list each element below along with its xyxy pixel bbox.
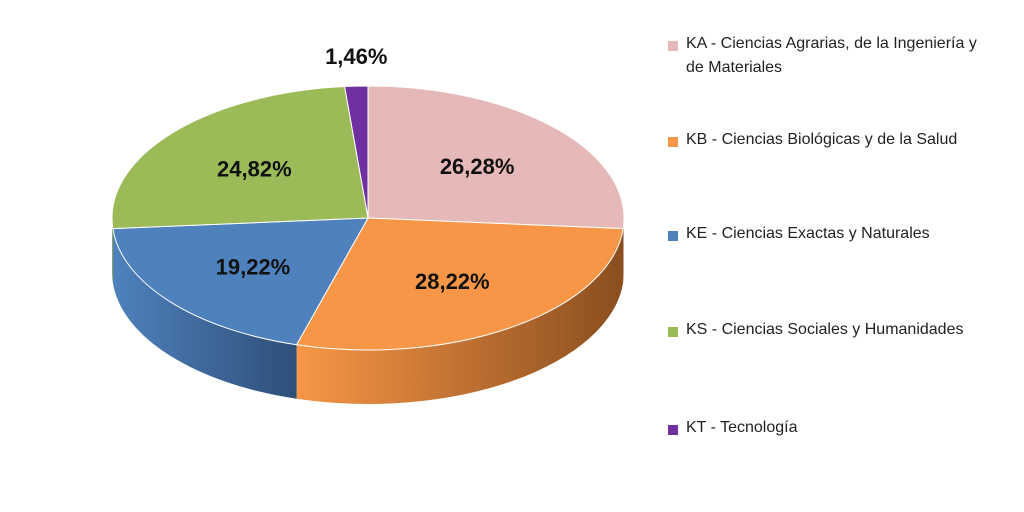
- legend-item-ke: KE - Ciencias Exactas y Naturales: [668, 222, 998, 246]
- legend-swatch: [668, 327, 678, 337]
- pie-side-ks: [112, 218, 113, 283]
- pie-data-labels: 1,46% 26,28% 28,22% 19,22% 24,82%: [216, 44, 515, 294]
- legend-label: KT - Tecnología: [686, 419, 798, 436]
- data-label-kb: 28,22%: [415, 269, 490, 294]
- pie-slice-kb: [295, 217, 624, 351]
- data-label-ks: 24,82%: [217, 157, 292, 182]
- legend-item-ks: KS - Ciencias Sociales y Humanidades: [668, 318, 998, 342]
- data-label-kt: 1,46%: [325, 44, 387, 69]
- legend-label: KA - Ciencias Agrarias, de la Ingeniería…: [686, 35, 977, 76]
- data-label-ke: 19,22%: [216, 254, 291, 279]
- pie-slice-ke: [112, 217, 369, 346]
- legend-swatch: [668, 231, 678, 241]
- legend-label: KB - Ciencias Biológicas y de la Salud: [686, 131, 958, 148]
- legend-item-kt: KT - Tecnología: [668, 416, 998, 440]
- pie-sides: [112, 218, 624, 404]
- legend-swatch: [668, 425, 678, 435]
- data-label-ka: 26,28%: [440, 154, 515, 179]
- legend-swatch: [668, 137, 678, 147]
- legend-item-ka: KA - Ciencias Agrarias, de la Ingeniería…: [668, 32, 998, 80]
- pie-slice-ks: [111, 86, 369, 230]
- pie-slices: [111, 85, 625, 351]
- pie-side-ke: [112, 228, 297, 399]
- legend-swatch: [668, 41, 678, 51]
- legend-label: KE - Ciencias Exactas y Naturales: [686, 225, 930, 242]
- pie-side-kb: [296, 228, 624, 404]
- legend-item-kb: KB - Ciencias Biológicas y de la Salud: [668, 128, 998, 152]
- legend-label: KS - Ciencias Sociales y Humanidades: [686, 321, 964, 338]
- pie-side-ka: [623, 218, 624, 283]
- pie-slice-ka: [367, 85, 625, 230]
